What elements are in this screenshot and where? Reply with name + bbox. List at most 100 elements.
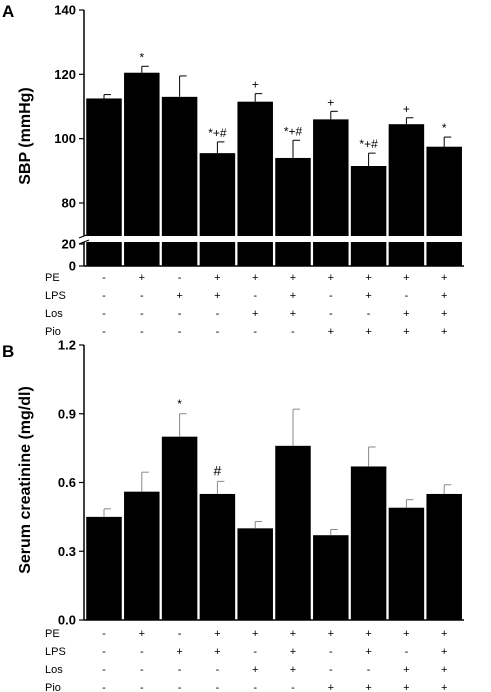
treatment-mark: +: [441, 628, 447, 640]
treatment-label: PE: [45, 272, 60, 284]
treatment-mark: -: [178, 272, 182, 284]
treatment-mark: +: [328, 326, 334, 338]
treatment-mark: -: [253, 326, 257, 338]
panel-a-letter: A: [2, 2, 14, 21]
significance-label: +: [327, 95, 334, 109]
panel-b-y-axis-label: Serum creatinine (mg/dl): [17, 386, 34, 574]
bar: [350, 466, 387, 620]
treatment-mark: +: [290, 308, 296, 320]
treatment-mark: +: [214, 628, 220, 640]
treatment-mark: -: [140, 326, 144, 338]
y-tick-label: 0.3: [58, 544, 76, 559]
treatment-mark: +: [365, 272, 371, 284]
treatment-mark: -: [178, 628, 182, 640]
bar-upper: [199, 153, 236, 236]
treatment-mark: +: [441, 326, 447, 338]
treatment-label: Los: [45, 308, 63, 320]
treatment-mark: +: [214, 290, 220, 302]
treatment-mark: +: [290, 664, 296, 676]
y-tick-label: 120: [54, 67, 76, 82]
treatment-mark: -: [216, 308, 220, 320]
treatment-mark: +: [441, 290, 447, 302]
treatment-label: Pio: [45, 682, 61, 692]
treatment-mark: -: [140, 290, 144, 302]
bar: [161, 436, 198, 620]
treatment-mark: +: [441, 664, 447, 676]
bar: [388, 507, 425, 620]
significance-label: *: [442, 121, 447, 135]
treatment-mark: -: [102, 290, 106, 302]
treatment-mark: -: [367, 664, 371, 676]
treatment-mark: +: [365, 326, 371, 338]
treatment-mark: +: [139, 272, 145, 284]
treatment-mark: +: [328, 272, 334, 284]
y-tick-label: 140: [54, 3, 76, 18]
treatment-mark: +: [139, 628, 145, 640]
treatment-mark: +: [176, 646, 182, 658]
treatment-mark: -: [178, 664, 182, 676]
treatment-mark: -: [329, 308, 333, 320]
treatment-mark: +: [176, 290, 182, 302]
treatment-label: LPS: [45, 290, 66, 302]
bar-lower: [237, 242, 273, 266]
panel-a: A SBP (mmHg) 0 20 80 100 120 140 * *+# + *+# + *+# +…: [2, 2, 464, 338]
bar-lower: [275, 242, 311, 266]
bar-lower: [426, 242, 462, 266]
treatment-mark: -: [405, 290, 409, 302]
treatment-mark: +: [403, 664, 409, 676]
treatment-mark: +: [252, 272, 258, 284]
panel-b: B Serum creatinine (mg/dl) 0.0 0.3 0.6 0.9 1…: [2, 338, 464, 692]
y-tick-label: 80: [62, 196, 76, 211]
y-tick-label: 1.2: [58, 338, 76, 353]
axis-break-mark: [78, 239, 90, 245]
treatment-mark: +: [441, 308, 447, 320]
treatment-mark: +: [441, 646, 447, 658]
bar: [426, 493, 462, 620]
y-tick-label: 0.0: [58, 613, 76, 628]
treatment-mark: -: [253, 290, 257, 302]
y-tick-label: 20: [62, 237, 76, 252]
significance-label: *: [139, 50, 144, 64]
treatment-mark: -: [253, 682, 257, 692]
treatment-mark: +: [328, 682, 334, 692]
panel-a-y-axis-label: SBP (mmHg): [17, 87, 34, 185]
treatment-mark: -: [178, 682, 182, 692]
bar-lower: [199, 242, 236, 266]
treatment-label: LPS: [45, 646, 66, 658]
treatment-mark: -: [140, 308, 144, 320]
treatment-mark: -: [253, 646, 257, 658]
y-tick-label: 0.6: [58, 475, 76, 490]
treatment-label: PE: [45, 628, 60, 640]
panel-b-letter: B: [2, 342, 14, 361]
bar-upper: [313, 119, 349, 236]
significance-label: *+#: [208, 126, 227, 140]
bar: [86, 516, 122, 620]
treatment-mark: +: [403, 628, 409, 640]
bar-lower: [124, 242, 160, 266]
treatment-mark: +: [365, 290, 371, 302]
treatment-mark: +: [365, 628, 371, 640]
treatment-mark: +: [403, 326, 409, 338]
significance-label: +: [252, 78, 259, 92]
treatment-mark: -: [291, 326, 295, 338]
treatment-mark: +: [403, 272, 409, 284]
treatment-mark: -: [329, 646, 333, 658]
treatment-mark: -: [216, 682, 220, 692]
treatment-mark: -: [102, 326, 106, 338]
treatment-mark: +: [214, 272, 220, 284]
bar-lower: [388, 242, 425, 266]
treatment-mark: -: [102, 646, 106, 658]
treatment-label: Pio: [45, 326, 61, 338]
treatment-mark: +: [403, 308, 409, 320]
bar-upper: [350, 166, 387, 236]
y-tick-label: 0.9: [58, 406, 76, 421]
treatment-mark: +: [290, 290, 296, 302]
bar-upper: [275, 157, 311, 236]
treatment-mark: -: [102, 682, 106, 692]
treatment-mark: +: [252, 308, 258, 320]
bar: [275, 445, 311, 620]
bar-lower: [350, 242, 387, 266]
treatment-mark: -: [329, 664, 333, 676]
bar-lower: [313, 242, 349, 266]
